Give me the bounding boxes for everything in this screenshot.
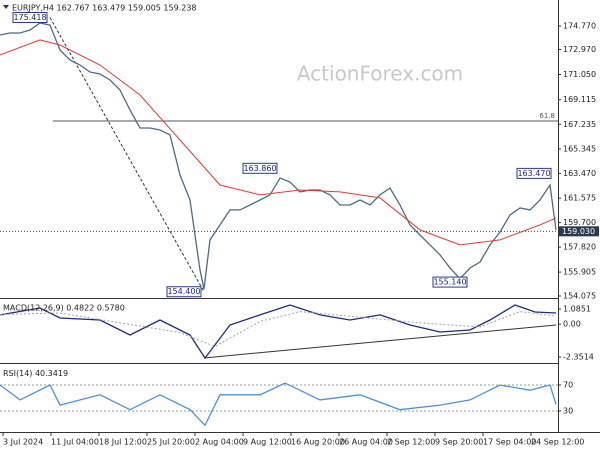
series-line [0, 22, 557, 290]
x-tick-label: 24 Sep 12:00 [531, 438, 584, 447]
current-price-label: 159.030 [562, 227, 595, 236]
y-tick-label: 30 [563, 407, 573, 416]
x-tick-label: 11 Jul 04:00 [51, 438, 99, 447]
x-tick-label: 18 Jul 12:00 [99, 438, 147, 447]
y-tick-label: 157.820 [563, 243, 596, 252]
y-tick-label: 171.050 [563, 70, 596, 79]
x-tick-label: 2 Aug 04:00 [195, 438, 244, 447]
series-line [0, 304, 557, 360]
series-line [0, 39, 557, 246]
x-tick-label: 3 Jul 2024 [3, 438, 43, 447]
price-annotation-box [242, 162, 278, 174]
x-tick-label: 9 Sep 20:00 [435, 438, 483, 447]
panel-title: MACD(12,26,9) 0.4822 0.5780 [3, 304, 125, 313]
y-tick-label: 165.345 [563, 144, 596, 153]
price-annotation: 163.860 [243, 164, 276, 173]
x-tick-label: 9 Aug 12:00 [243, 438, 292, 447]
symbol-arrow [3, 5, 9, 9]
y-tick-label: 161.575 [563, 194, 596, 203]
y-tick-label: 155.905 [563, 268, 596, 277]
y-tick-label: 167.235 [563, 120, 596, 129]
panel-title: RSI(14) 40.3419 [3, 369, 68, 378]
price-annotation-box [516, 167, 552, 179]
panel-title: EURJPY,H4 162.767 163.479 159.005 159.23… [12, 4, 197, 13]
price-annotation: 154.400 [167, 287, 200, 296]
series-line [0, 382, 557, 427]
price-annotation-box [12, 12, 48, 24]
trend-line [203, 324, 557, 359]
x-tick-label: 2 Sep 12:00 [387, 438, 435, 447]
x-tick-label: 16 Aug 20:00 [291, 438, 345, 447]
watermark: ActionForex.com [297, 62, 463, 86]
y-tick-label: 0.00 [563, 320, 581, 329]
x-tick-label: 25 Jul 20:00 [147, 438, 195, 447]
price-annotation-box [432, 276, 468, 288]
price-annotation-box [166, 286, 202, 298]
y-tick-label: 1.0851 [563, 305, 591, 314]
price-annotation: 155.140 [433, 278, 466, 287]
y-tick-label: 159.700 [563, 218, 596, 227]
y-tick-label: 174.770 [563, 21, 596, 30]
y-tick-label: 169.115 [563, 95, 596, 104]
y-tick-label: 172.970 [563, 45, 596, 54]
current-price-box [559, 226, 599, 237]
price-annotation: 163.470 [517, 169, 550, 178]
x-tick-label: 17 Sep 04:00 [483, 438, 536, 447]
price-annotation: 175.418 [13, 13, 46, 22]
y-tick-label: 163.470 [563, 169, 596, 178]
y-tick-label: -2.3514 [563, 352, 594, 361]
fib-label: 61.8 [539, 112, 555, 120]
x-tick-label: 26 Aug 04:00 [339, 438, 393, 447]
y-tick-label: 154.075 [563, 291, 596, 300]
y-tick-label: 70 [563, 381, 573, 390]
